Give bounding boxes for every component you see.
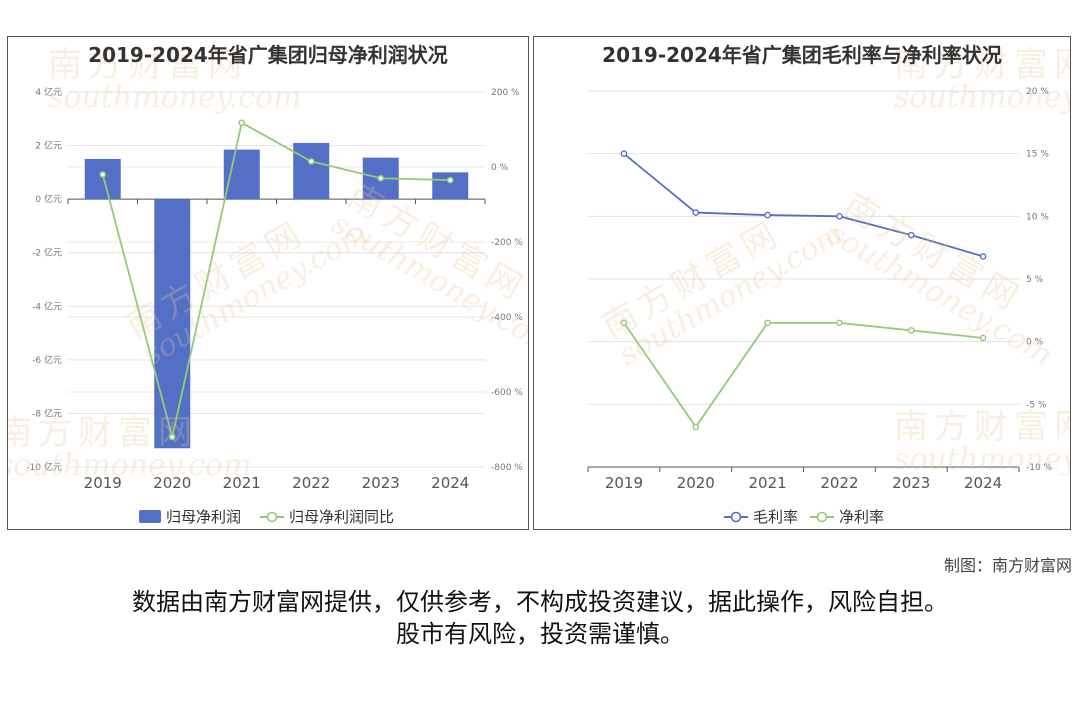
y-left-tick-label: -4 亿元 [32,300,62,312]
left-chart-title: 2019-2024年省广集团归母净利润状况 [88,43,448,67]
x-tick-label: 2019 [84,474,122,492]
series-point-2022 [836,319,843,327]
legend-label: 净利率 [839,508,884,526]
yoy-point-2022 [307,158,315,165]
x-tick-label: 2020 [153,474,191,492]
yoy-point-2023 [377,174,385,182]
series-point-2019 [620,150,628,157]
x-tick-label: 2021 [223,474,261,492]
y-left-tick-label: 4 亿元 [35,86,62,98]
series-point-2020 [692,423,700,431]
x-tick-label: 2020 [677,474,715,492]
legend-swatch-bar [139,510,161,523]
legend-swatch-marker [266,511,278,523]
bar-2024 [432,172,469,200]
series-point-2023 [907,327,915,334]
disclaimer-line-2: 股市有风险，投资需谨慎。 [396,620,684,648]
series-point-2024 [979,334,987,342]
legend-label: 毛利率 [753,508,798,526]
y-right-tick-label: -5 % [1026,400,1047,410]
yoy-point-2020 [168,433,176,441]
y-right-tick-label: -600 % [491,388,523,398]
x-tick-label: 2024 [964,474,1002,492]
x-tick-label: 2023 [362,474,400,492]
y-right-tick-label: 0 % [491,163,509,173]
disclaimer-line-1: 数据由南方财富网提供，仅供参考，不构成投资建议，据此操作，风险自担。 [132,588,948,616]
y-right-tick-label: 20 % [1026,87,1049,97]
legend-swatch-marker [816,511,828,523]
x-tick-label: 2022 [820,474,858,492]
x-tick-label: 2022 [292,474,330,492]
y-left-tick-label: 2 亿元 [35,140,62,152]
y-left-tick-label: 0 亿元 [35,193,62,205]
y-right-tick-label: 15 % [1026,150,1049,160]
y-right-tick-label: -400 % [491,313,523,323]
x-tick-label: 2023 [892,474,930,492]
y-right-tick-label: 5 % [1026,275,1044,285]
y-left-tick-label: -8 亿元 [32,407,62,419]
left-chart-panel: 2019-2024年省广集团归母净利润状况 南方财富网 southmoney.co… [7,36,529,530]
y-right-tick-label: 200 % [491,88,520,98]
right-chart-canvas: 20 % 15 % 10 % 5 % 0 % -5 % -10 % 2019 2020 2021 2… [587,87,1053,526]
y-left-tick-label: -2 亿元 [32,247,62,259]
chart-credit: 制图：南方财富网 [943,556,1072,575]
right-chart-panel: 2019-2024年省广集团毛利率与净利率状况 南方财富网southmoney.… [533,36,1071,530]
legend-swatch-marker [730,511,742,523]
series-point-2022 [836,213,843,220]
x-tick-label: 2021 [748,474,786,492]
yoy-point-2019 [99,171,107,178]
left-chart-canvas: 4 亿元 2 亿元 0 亿元 -2 亿元 -4 亿元 -6 亿元 -8 亿元 -10 亿元 20… [26,86,523,526]
series-point-2024 [979,253,987,260]
bar-2022 [293,142,330,200]
series-point-2019 [620,319,628,327]
y-left-tick-label: -6 亿元 [32,354,62,366]
y-left-tick-label: -10 亿元 [26,461,62,473]
x-tick-label: 2024 [431,474,469,492]
right-chart-title: 2019-2024年省广集团毛利率与净利率状况 [602,43,1002,67]
y-right-tick-label: -10 % [1026,463,1053,473]
series-point-2021 [764,211,771,219]
y-right-tick-label: -200 % [491,238,523,248]
y-right-tick-label: 0 % [1026,338,1044,348]
y-right-tick-label: 10 % [1026,212,1049,222]
yoy-point-2021 [238,119,246,127]
yoy-point-2024 [446,176,454,184]
legend-label: 归母净利润同比 [289,508,394,526]
bar-2019 [84,158,121,200]
series-line-net-margin [623,321,984,429]
series-point-2023 [907,231,915,239]
y-right-tick-label: -800 % [491,463,523,473]
legend-label: 归母净利润 [166,508,241,526]
x-tick-label: 2019 [605,474,643,492]
series-point-2021 [764,319,771,327]
series-point-2020 [692,209,700,216]
bar-2020 [154,199,191,449]
series-line-gross-margin [623,152,984,258]
yoy-line [101,121,451,438]
bar-2021 [223,149,260,200]
